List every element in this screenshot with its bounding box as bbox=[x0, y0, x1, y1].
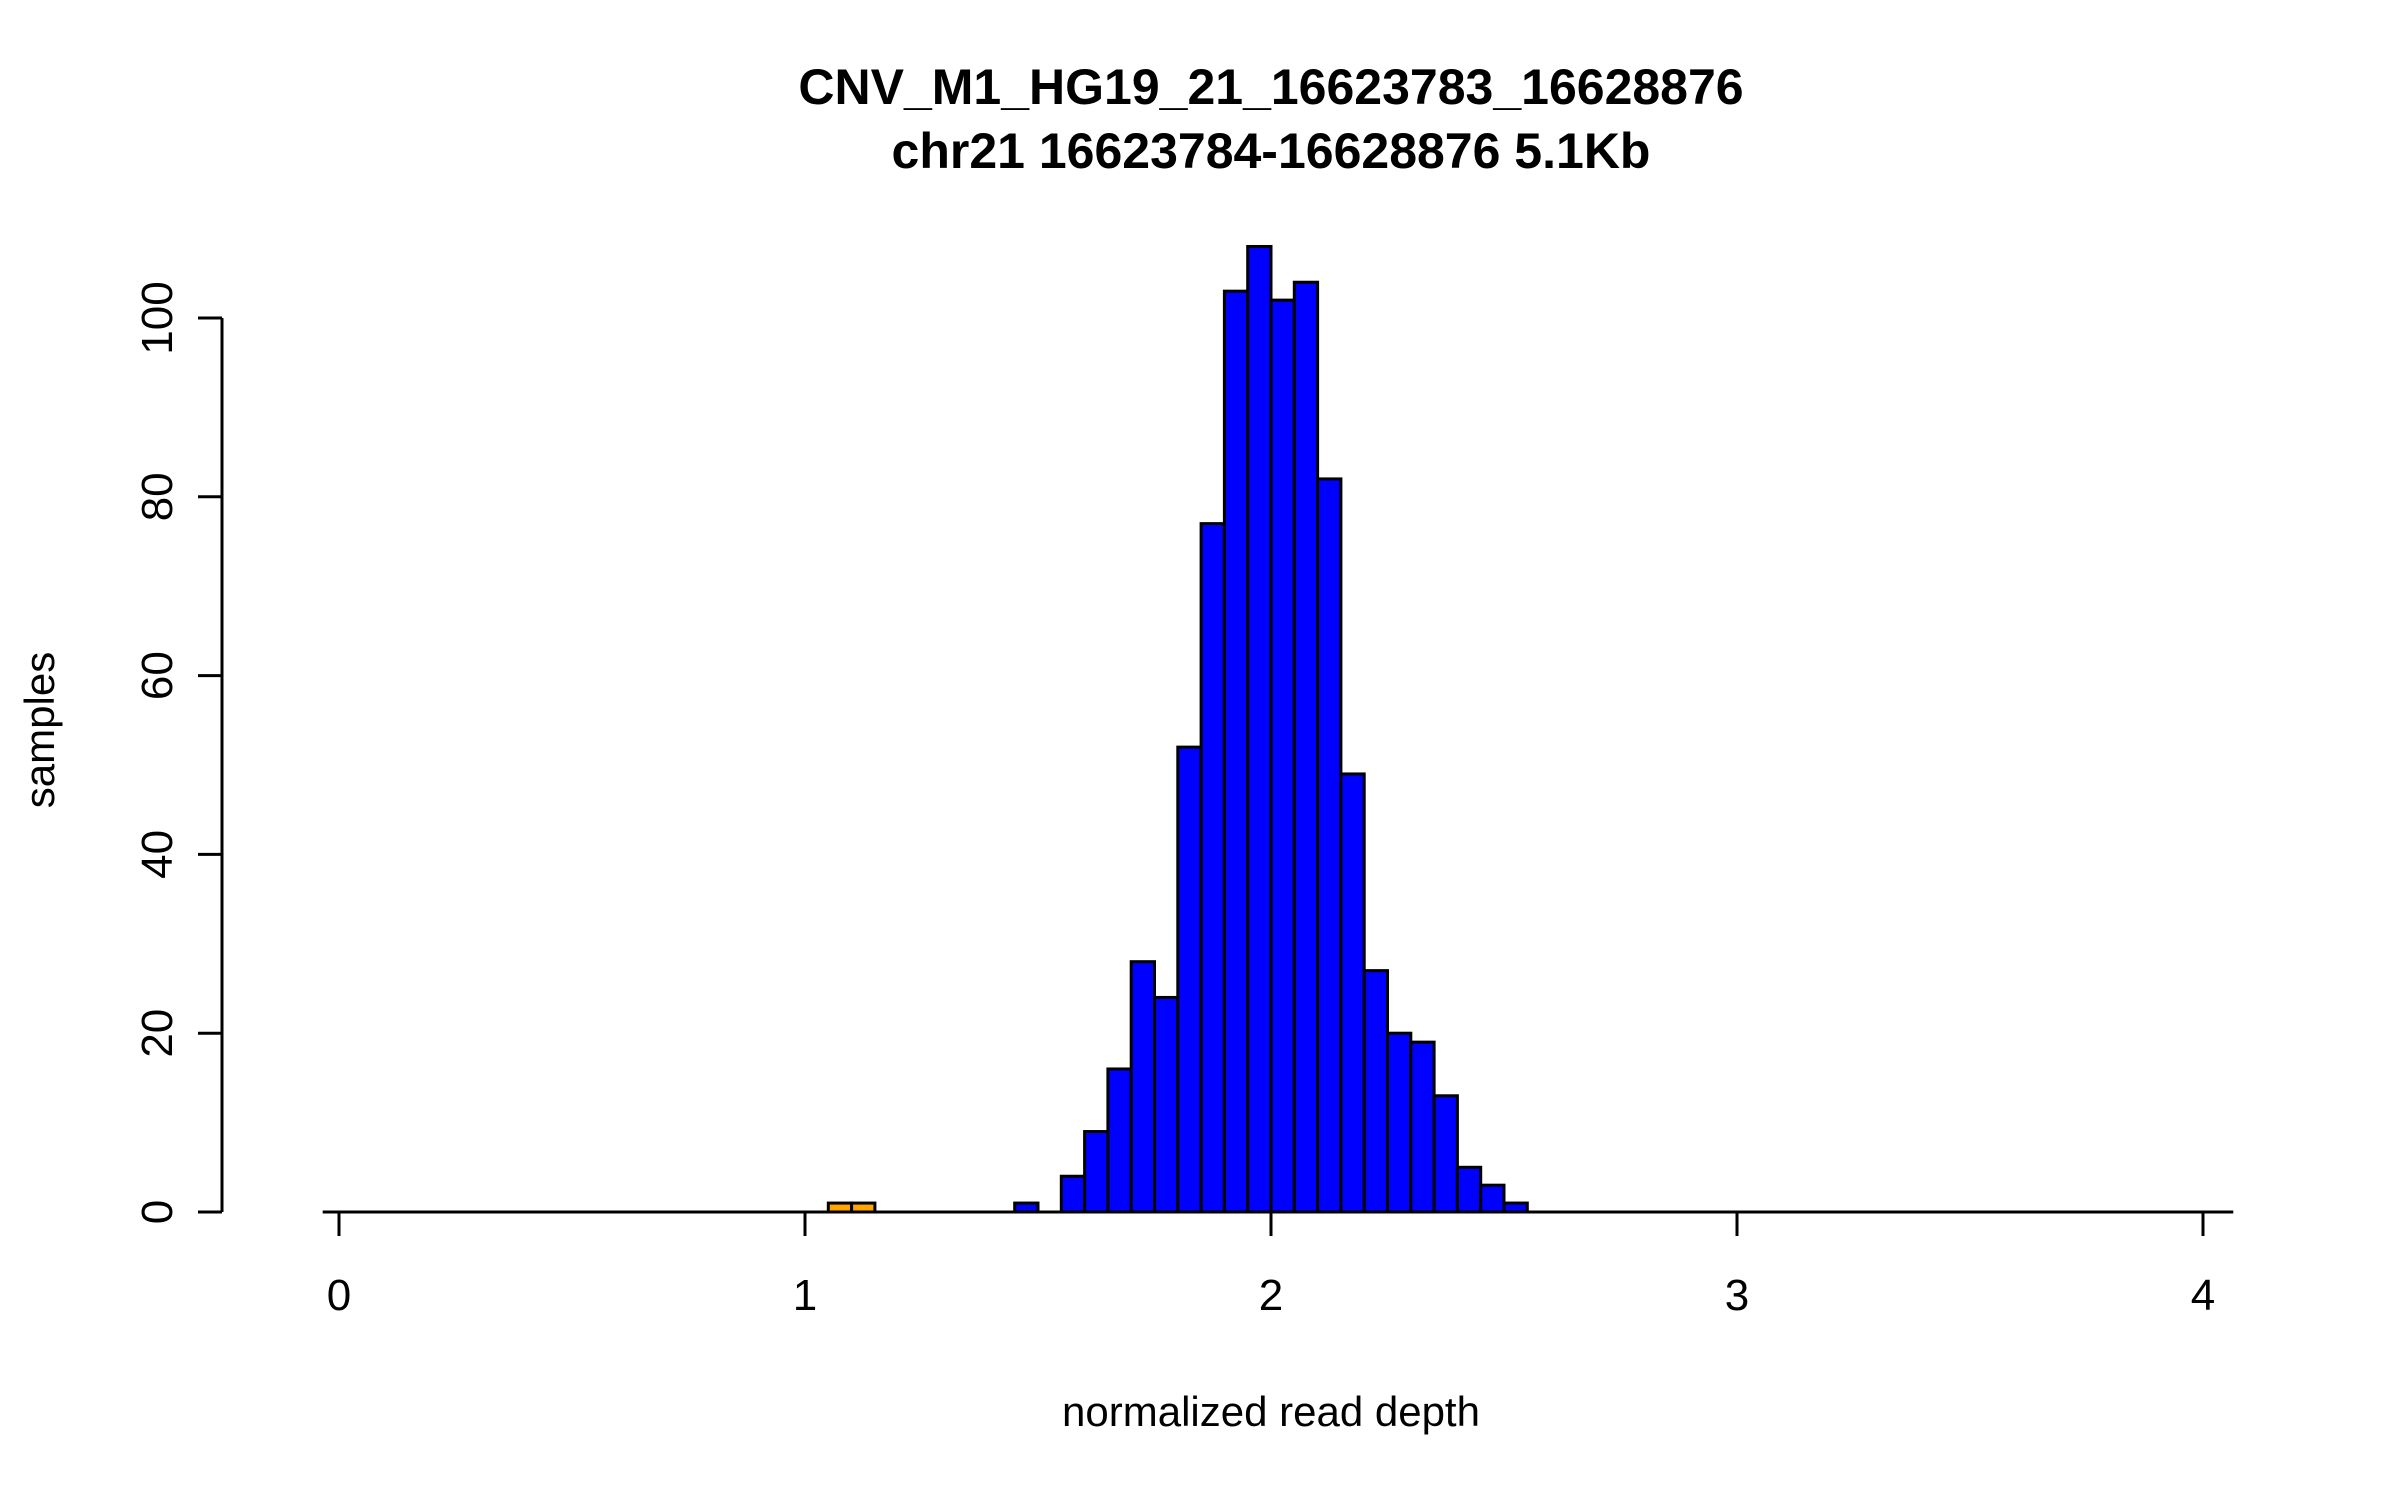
histogram-bar bbox=[1106, 1067, 1133, 1214]
histogram-bar bbox=[1432, 1094, 1459, 1214]
histogram-bar bbox=[850, 1201, 877, 1214]
histogram-bar bbox=[1455, 1165, 1483, 1214]
histogram-bar bbox=[1083, 1130, 1110, 1214]
histogram-bar bbox=[1013, 1201, 1040, 1214]
histogram-bar bbox=[1269, 298, 1296, 1214]
x-axis-label: normalized read depth bbox=[1062, 1388, 1480, 1435]
x-axis-tick-label: 2 bbox=[1259, 1271, 1283, 1320]
histogram-bar bbox=[1246, 244, 1273, 1214]
histogram-bar bbox=[1339, 772, 1366, 1214]
x-axis-tick-label: 3 bbox=[1725, 1271, 1749, 1320]
histogram-bar bbox=[1176, 745, 1203, 1214]
histogram-bar bbox=[1199, 522, 1226, 1214]
y-axis-tick-label: 0 bbox=[133, 1200, 182, 1224]
histogram-bar bbox=[1316, 477, 1343, 1214]
y-axis-tick-label: 80 bbox=[133, 472, 182, 521]
histogram-bar bbox=[1059, 1174, 1087, 1214]
x-axis-tick-label: 4 bbox=[2191, 1271, 2215, 1320]
x-axis-tick-label: 1 bbox=[793, 1271, 817, 1320]
histogram-bar bbox=[1222, 289, 1250, 1214]
y-axis-tick-label: 100 bbox=[133, 281, 182, 354]
histogram-bar bbox=[1386, 1031, 1413, 1214]
histogram-bar bbox=[1153, 995, 1180, 1214]
y-axis-tick-label: 20 bbox=[133, 1009, 182, 1058]
chart-subtitle: chr21 16623784-16628876 5.1Kb bbox=[891, 123, 1651, 179]
histogram-bar bbox=[1502, 1201, 1529, 1214]
y-axis-tick-label: 60 bbox=[133, 651, 182, 700]
histogram-bar bbox=[1479, 1183, 1506, 1214]
x-axis-tick-label: 0 bbox=[327, 1271, 351, 1320]
histogram-bar bbox=[826, 1201, 854, 1214]
histogram-bar bbox=[1362, 969, 1389, 1214]
chart-title: CNV_M1_HG19_21_16623783_16628876 bbox=[798, 59, 1744, 115]
histogram-bar bbox=[1409, 1040, 1436, 1214]
histogram-bar bbox=[1129, 960, 1156, 1214]
y-axis-label: samples bbox=[16, 651, 63, 809]
histogram-bar bbox=[1292, 280, 1320, 1214]
y-axis-tick-label: 40 bbox=[133, 830, 182, 879]
